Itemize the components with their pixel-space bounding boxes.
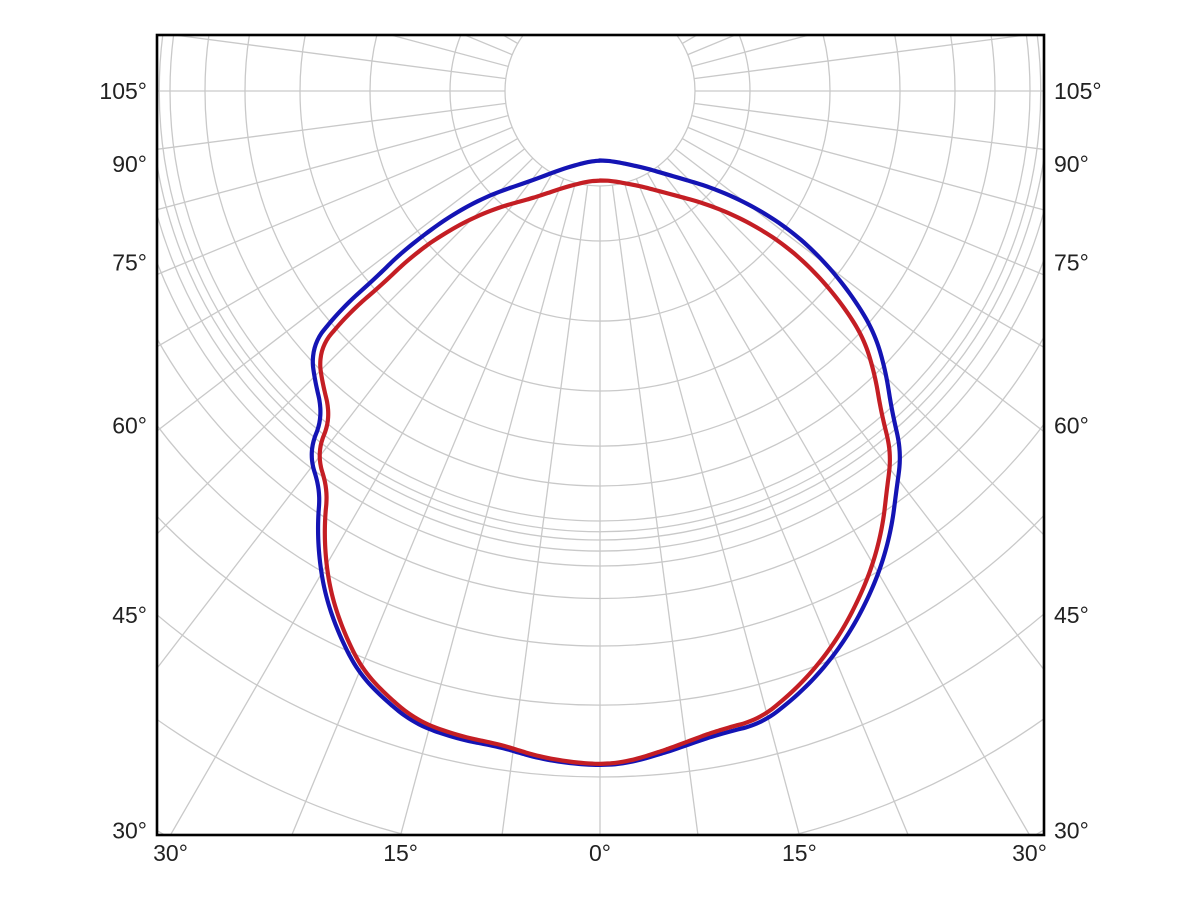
svg-text:75°: 75° bbox=[112, 249, 147, 275]
svg-text:15°: 15° bbox=[782, 840, 817, 866]
svg-text:30°: 30° bbox=[112, 818, 147, 844]
svg-text:60°: 60° bbox=[112, 412, 147, 438]
svg-text:45°: 45° bbox=[1054, 602, 1089, 628]
svg-text:30°: 30° bbox=[1054, 818, 1089, 844]
svg-text:15°: 15° bbox=[383, 840, 418, 866]
svg-text:90°: 90° bbox=[1054, 151, 1089, 177]
svg-text:30°: 30° bbox=[1012, 840, 1047, 866]
svg-text:90°: 90° bbox=[112, 151, 147, 177]
svg-text:30°: 30° bbox=[153, 840, 188, 866]
svg-text:60°: 60° bbox=[1054, 412, 1089, 438]
svg-text:105°: 105° bbox=[1054, 78, 1102, 104]
svg-text:45°: 45° bbox=[112, 602, 147, 628]
svg-text:105°: 105° bbox=[99, 78, 147, 104]
svg-text:0°: 0° bbox=[589, 840, 611, 866]
svg-text:75°: 75° bbox=[1054, 249, 1089, 275]
